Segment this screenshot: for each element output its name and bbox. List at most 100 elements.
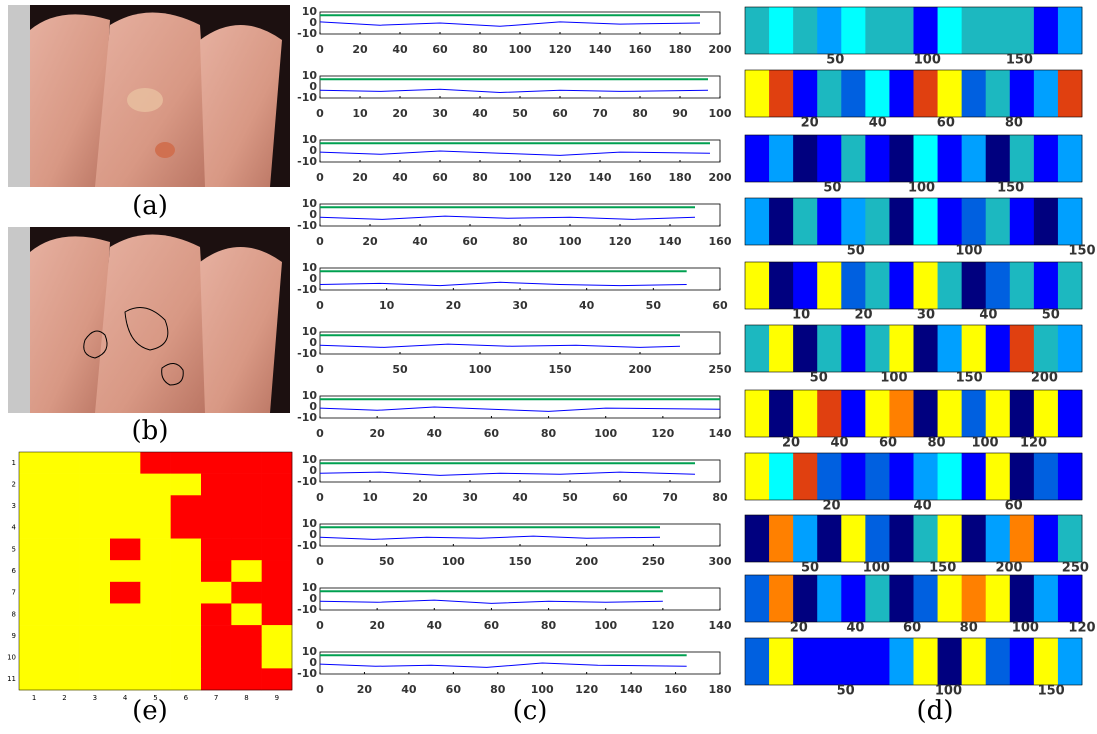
x-tick-label: 100	[531, 683, 554, 696]
x-tick-label: 0	[316, 363, 324, 376]
x-tick-label: 0	[316, 107, 324, 120]
stripe	[841, 7, 865, 54]
heat-cell	[49, 582, 80, 604]
stripe	[841, 198, 865, 245]
heat-cell	[110, 560, 141, 582]
x-tick-label: 20	[392, 107, 408, 120]
x-tick-label: 250	[642, 555, 665, 568]
stripe	[745, 638, 769, 685]
x-tick-label: 50	[1042, 308, 1060, 323]
x-tick-label: 40	[579, 299, 595, 312]
x-tick-label: 20	[855, 308, 873, 323]
y-tick-label: 10	[302, 133, 318, 146]
heat-cell	[201, 452, 232, 474]
stripe	[962, 198, 986, 245]
x-tick-label: 50	[512, 107, 528, 120]
x-tick-label: 0	[316, 555, 324, 568]
x-tick-label: 50	[810, 371, 828, 386]
stripe	[817, 70, 841, 117]
stripe	[1034, 575, 1058, 622]
x-tick-label: 0	[316, 299, 324, 312]
y-tick-label: 1	[12, 459, 16, 467]
x-tick-label: 150	[956, 371, 983, 386]
heat-cell	[262, 474, 293, 496]
y-tick-label: 10	[302, 645, 318, 658]
x-tick-label: 40	[412, 235, 428, 248]
stripe	[793, 575, 817, 622]
stripe	[745, 575, 769, 622]
stripe	[1034, 390, 1058, 437]
x-tick-label: 4	[123, 694, 128, 702]
x-tick-label: 100	[559, 235, 582, 248]
heat-cell	[231, 603, 262, 625]
x-tick-label: 0	[316, 683, 324, 696]
x-tick-label: 20	[357, 683, 373, 696]
stripe	[938, 575, 962, 622]
y-tick-label: 6	[12, 567, 17, 575]
y-tick-label: 4	[12, 524, 17, 532]
heat-cell	[201, 474, 232, 496]
stripe	[889, 453, 913, 500]
stripe	[865, 262, 889, 309]
heat-cell	[49, 560, 80, 582]
x-tick-label: 9	[275, 694, 279, 702]
stripe	[889, 325, 913, 372]
stripe	[745, 325, 769, 372]
x-tick-label: 150	[549, 363, 572, 376]
stripe	[914, 515, 938, 562]
x-tick-label: 20	[446, 299, 462, 312]
panel-label: (a)	[132, 191, 168, 221]
x-tick-label: 60	[712, 299, 728, 312]
x-tick-label: 200	[629, 363, 652, 376]
stripe	[793, 198, 817, 245]
stripe	[1058, 262, 1082, 309]
stripe	[1058, 325, 1082, 372]
stripe	[865, 198, 889, 245]
heat-cell	[140, 603, 171, 625]
heat-cell	[110, 582, 141, 604]
x-tick-label: 90	[672, 107, 688, 120]
x-tick-label: 30	[462, 491, 478, 504]
x-tick-label: 80	[472, 43, 488, 56]
stripe	[1034, 453, 1058, 500]
stripe	[1058, 453, 1082, 500]
heat-cell	[201, 582, 232, 604]
x-tick-label: 8	[244, 694, 248, 702]
stripe	[914, 70, 938, 117]
x-tick-label: 80	[1005, 116, 1023, 131]
heat-cell	[49, 539, 80, 561]
x-tick-label: 6	[184, 694, 189, 702]
y-tick-label: 10	[302, 581, 318, 594]
x-tick-label: 50	[801, 561, 819, 576]
heat-cell	[262, 517, 293, 539]
x-tick-label: 40	[392, 43, 408, 56]
stripe	[962, 70, 986, 117]
x-tick-label: 70	[592, 107, 608, 120]
heat-cell	[201, 495, 232, 517]
heat-cell	[231, 474, 262, 496]
x-tick-label: 30	[432, 107, 448, 120]
stripe	[769, 135, 793, 182]
heat-cell	[140, 474, 171, 496]
heat-cell	[171, 539, 202, 561]
stripe	[962, 135, 986, 182]
stripe	[986, 575, 1010, 622]
stripe	[865, 390, 889, 437]
stripe	[1034, 70, 1058, 117]
x-tick-label: 40	[869, 116, 887, 131]
x-tick-label: 100	[709, 107, 732, 120]
x-tick-label: 60	[937, 116, 955, 131]
x-tick-label: 20	[782, 436, 800, 451]
y-tick-label: 10	[302, 453, 318, 466]
stripe	[745, 390, 769, 437]
stripe	[914, 198, 938, 245]
heat-cell	[19, 517, 50, 539]
stripe	[938, 453, 962, 500]
heat-cell	[49, 474, 80, 496]
x-tick-label: 0	[316, 43, 324, 56]
stripe	[1058, 135, 1082, 182]
x-tick-label: 160	[629, 171, 652, 184]
stripe	[914, 135, 938, 182]
x-tick-label: 80	[927, 436, 945, 451]
heat-cell	[19, 603, 50, 625]
